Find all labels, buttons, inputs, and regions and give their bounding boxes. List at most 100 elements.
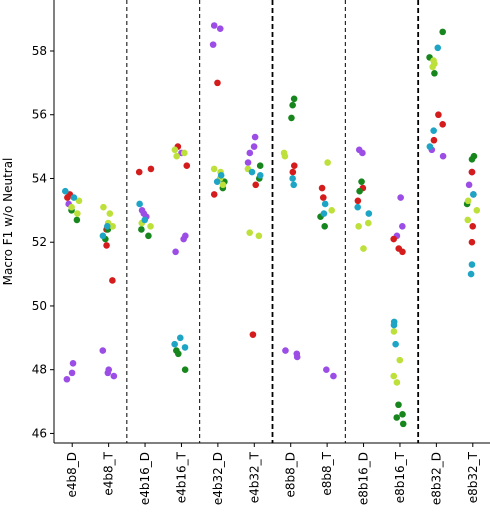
- data-point: [468, 238, 476, 246]
- data-point: [171, 340, 178, 348]
- data-point: [434, 44, 442, 52]
- data-point: [252, 181, 260, 189]
- data-point: [63, 375, 71, 383]
- x-tick-label: e4b8_T: [102, 451, 116, 495]
- data-point: [181, 366, 189, 373]
- data-point: [244, 159, 252, 166]
- data-point: [354, 203, 361, 211]
- data-point: [328, 207, 336, 214]
- data-point: [464, 216, 472, 224]
- data-point: [103, 242, 110, 249]
- data-point: [246, 149, 254, 157]
- data-point: [293, 353, 301, 361]
- data-point: [467, 270, 475, 278]
- data-point: [358, 178, 365, 185]
- data-point: [138, 207, 146, 214]
- data-point: [256, 171, 264, 179]
- data-point: [180, 235, 187, 243]
- data-point: [364, 219, 372, 227]
- data-point: [109, 222, 116, 230]
- y-tick-label: 58: [32, 44, 47, 58]
- data-point: [290, 181, 298, 189]
- data-point: [251, 133, 259, 141]
- data-point: [330, 372, 337, 380]
- data-point: [431, 70, 438, 77]
- data-point: [246, 229, 254, 236]
- data-point: [214, 79, 221, 87]
- data-point: [429, 63, 436, 71]
- data-point: [470, 191, 477, 198]
- y-tick-label: 56: [32, 108, 47, 122]
- x-tick-label: e4b8_D: [65, 452, 79, 498]
- data-point: [473, 207, 481, 214]
- data-point: [109, 277, 116, 284]
- data-point: [393, 379, 401, 386]
- data-point: [399, 411, 406, 418]
- data-point: [464, 197, 472, 205]
- data-point: [172, 248, 179, 256]
- data-point: [390, 372, 398, 380]
- x-axis: e4b8_D e4b8_T e4b16_D e4b16_T e4b32_D e4b32_T…: [65, 443, 480, 505]
- data-point: [355, 222, 362, 230]
- data-point: [105, 366, 113, 373]
- data-point: [248, 168, 256, 176]
- data-point: [390, 321, 398, 329]
- data-point: [173, 152, 180, 160]
- data-point: [390, 328, 398, 335]
- data-point: [64, 194, 71, 201]
- y-tick-label: 52: [32, 235, 47, 249]
- data-point: [100, 203, 107, 211]
- group-separators: [126, 0, 420, 443]
- data-point: [399, 222, 406, 230]
- data-point: [289, 175, 296, 182]
- data-point: [282, 347, 289, 354]
- data-point: [103, 222, 111, 230]
- x-tick-label: e8b32_T: [466, 451, 480, 503]
- data-point: [465, 181, 473, 189]
- data-point: [356, 187, 363, 195]
- data-point: [75, 197, 83, 205]
- data-point: [174, 350, 182, 358]
- data-point: [250, 143, 258, 150]
- data-point: [255, 232, 263, 240]
- data-point: [145, 232, 152, 240]
- data-point: [468, 168, 476, 176]
- data-point: [210, 191, 218, 198]
- data-point: [468, 261, 476, 268]
- y-tick-label: 46: [32, 426, 47, 440]
- data-point: [320, 194, 327, 201]
- data-point: [74, 210, 81, 217]
- data-point: [176, 334, 184, 342]
- data-point: [323, 366, 330, 373]
- data-point: [365, 210, 373, 217]
- data-point: [469, 222, 477, 230]
- data-point: [359, 149, 366, 157]
- data-point: [141, 216, 149, 224]
- data-point: [439, 152, 447, 160]
- data-point: [430, 136, 438, 144]
- data-point: [321, 200, 329, 208]
- y-tick-label: 50: [32, 299, 47, 313]
- x-tick-label: e8b16_T: [393, 451, 407, 503]
- data-point: [430, 127, 437, 134]
- data-point: [439, 28, 446, 36]
- data-point: [68, 203, 75, 211]
- data-point: [171, 146, 179, 154]
- x-tick-label: e4b32_D: [211, 452, 225, 505]
- data-point: [354, 197, 362, 205]
- data-point: [324, 159, 331, 166]
- data-point: [390, 235, 397, 243]
- y-tick-label: 54: [32, 171, 47, 185]
- data-point: [289, 101, 296, 109]
- data-point: [209, 41, 217, 48]
- data-point: [106, 210, 114, 217]
- y-axis: 46 48 50 52 54 56 58: [32, 44, 54, 440]
- data-point: [99, 232, 107, 240]
- data-point: [99, 347, 107, 354]
- data-point: [321, 222, 328, 230]
- data-point: [70, 194, 78, 201]
- data-point: [147, 165, 155, 173]
- data-point: [430, 57, 437, 64]
- x-tick-label: e4b32_T: [247, 451, 261, 503]
